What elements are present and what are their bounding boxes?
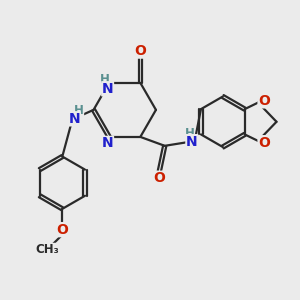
Text: H: H <box>184 128 194 140</box>
Text: O: O <box>258 136 270 150</box>
Text: N: N <box>102 82 113 96</box>
Text: H: H <box>100 73 110 86</box>
Text: O: O <box>258 94 270 108</box>
Text: N: N <box>102 136 113 150</box>
Text: N: N <box>186 135 198 149</box>
Text: O: O <box>56 223 68 237</box>
Text: N: N <box>69 112 80 126</box>
Text: O: O <box>134 44 146 58</box>
Text: H: H <box>74 104 84 117</box>
Text: O: O <box>153 171 165 185</box>
Text: CH₃: CH₃ <box>35 243 59 256</box>
